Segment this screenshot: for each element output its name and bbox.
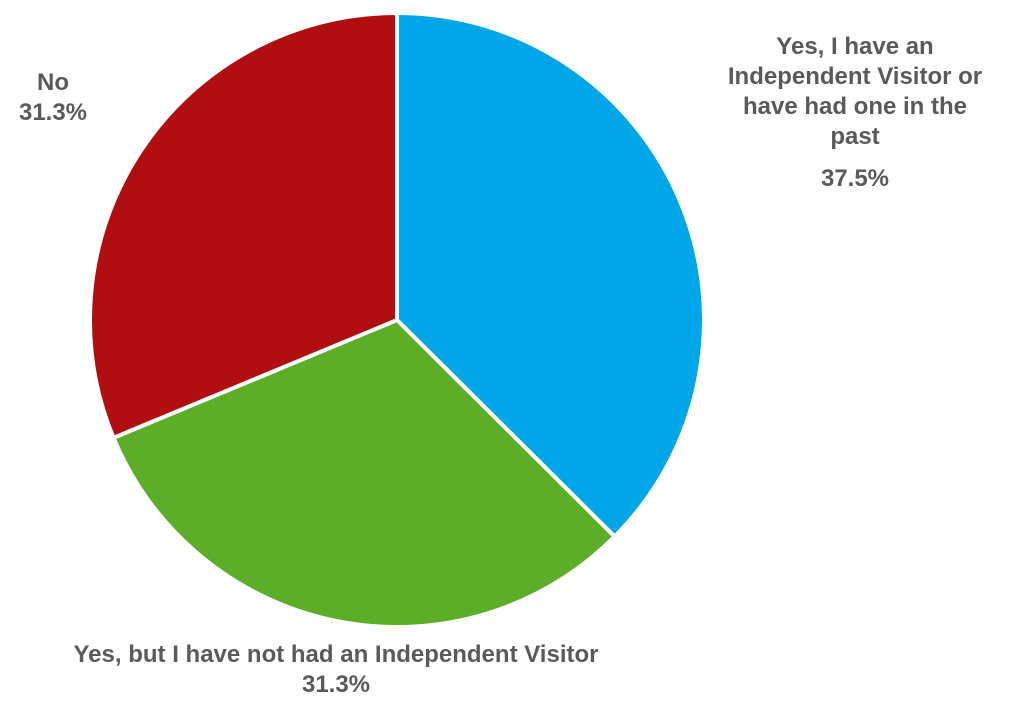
slice-label-line: No	[37, 69, 69, 96]
pie-slice-2	[88, 11, 399, 440]
slice-label-yes-not-had-visitor: Yes, but I have not had an Independent V…	[0, 640, 672, 700]
pie-slice-1	[111, 318, 617, 629]
slice-label-line: Yes, I have an	[776, 33, 934, 60]
slice-label-no: No 31.3%	[0, 68, 106, 128]
pie-slice-0	[395, 11, 706, 539]
slice-value-label: 31.3%	[301, 671, 371, 698]
slice-label-line: past	[830, 123, 880, 150]
slice-label-line: Independent Visitor or	[727, 63, 983, 90]
slice-value-label: 37.5%	[820, 165, 890, 192]
slice-label-line: have had one in the	[742, 93, 968, 120]
slice-label-yes-have-visitor: Yes, I have an Independent Visitor or ha…	[690, 32, 1018, 194]
slice-value-label: 31.3%	[18, 99, 88, 126]
slice-label-line: Yes, but I have not had an Independent V…	[73, 641, 599, 668]
